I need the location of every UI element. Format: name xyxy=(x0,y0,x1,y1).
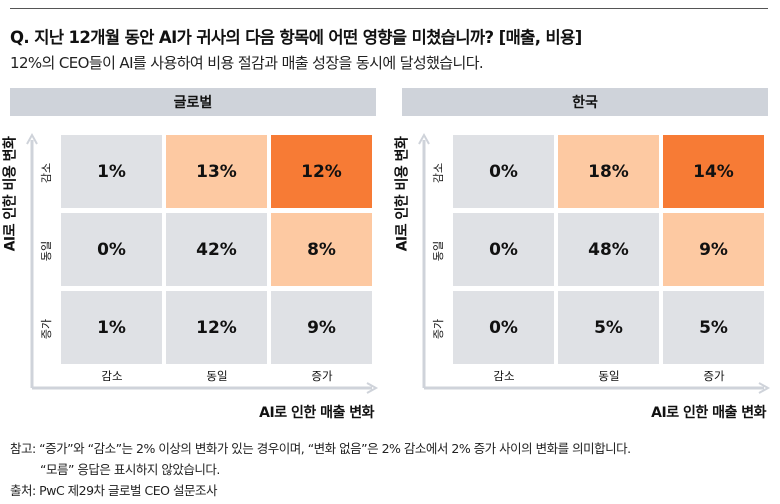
panel-header: 한국 xyxy=(402,88,768,116)
heatmap-cell: 12% xyxy=(166,291,267,364)
heatmap-cell: 12% xyxy=(271,135,372,208)
x-tick-label: 감소 xyxy=(101,369,123,383)
y-tick-label: 동일 xyxy=(432,240,446,261)
panel-korea: 한국 0% 18% 14% 0% 48% 9% 0% 5% 5% 감소 동일 증가 감소 동일 증가 AI로 인… xyxy=(394,88,771,421)
heatmap-cell: 42% xyxy=(166,213,267,286)
page-subtitle: 12%의 CEO들이 AI를 사용하여 비용 절감과 매출 성장을 동시에 달성… xyxy=(10,54,484,72)
heatmap-cell: 0% xyxy=(453,213,554,286)
heatmap-cell: 5% xyxy=(663,291,764,364)
y-tick-label: 동일 xyxy=(40,240,54,261)
x-tick-label: 동일 xyxy=(206,369,228,383)
y-tick-label: 증가 xyxy=(40,318,54,339)
axes xyxy=(418,132,771,394)
heatmap-cell: 8% xyxy=(271,213,372,286)
y-axis-arrow xyxy=(418,132,430,145)
page-title: Q. 지난 12개월 동안 AI가 귀사의 다음 항목에 어떤 영향을 미쳤습니… xyxy=(10,28,582,47)
axes xyxy=(26,132,379,394)
heatmap-cell: 1% xyxy=(61,291,162,364)
heatmap-cell: 13% xyxy=(166,135,267,208)
x-axis-arrow xyxy=(758,382,771,394)
panel-global: 글로벌 1% 13% 12% 0% 42% 8% 1% 12% 9% 감소 동일 증가 감소 동일 증가 AI로… xyxy=(2,88,379,421)
note-line-2: “모름” 응답은 표시하지 않았습니다. xyxy=(40,462,220,477)
heatmap-cell: 1% xyxy=(61,135,162,208)
heatmap-cell: 0% xyxy=(61,213,162,286)
top-rule xyxy=(10,8,768,9)
y-tick-label: 감소 xyxy=(432,162,446,183)
heatmap-cell: 0% xyxy=(453,135,554,208)
heatmap-cell: 18% xyxy=(558,135,659,208)
heatmap-cell: 9% xyxy=(663,213,764,286)
y-axis-title: AI로 인한 비용 변화 xyxy=(394,136,411,252)
x-axis-title: AI로 인한 매출 변화 xyxy=(651,405,766,421)
y-tick-label: 증가 xyxy=(432,318,446,339)
x-axis-title: AI로 인한 매출 변화 xyxy=(259,405,374,421)
x-tick-label: 감소 xyxy=(493,369,515,383)
heatmap-cell: 0% xyxy=(453,291,554,364)
note-line-1: 참고: “증가”와 “감소”는 2% 이상의 변화가 있는 경우이며, “변화 … xyxy=(10,441,631,456)
y-axis-title: AI로 인한 비용 변화 xyxy=(2,136,19,252)
x-tick-label: 증가 xyxy=(311,369,333,383)
source-note: 출처: PwC 제29차 글로벌 CEO 설문조사 xyxy=(10,483,217,498)
x-axis-arrow xyxy=(366,382,379,394)
y-axis-arrow xyxy=(26,132,38,145)
heatmap-cell: 5% xyxy=(558,291,659,364)
x-tick-label: 증가 xyxy=(703,369,725,383)
heatmap-cell: 9% xyxy=(271,291,372,364)
x-tick-label: 동일 xyxy=(598,369,620,383)
heatmap-cell: 14% xyxy=(663,135,764,208)
heatmap-cell: 48% xyxy=(558,213,659,286)
y-tick-label: 감소 xyxy=(40,162,54,183)
panel-header: 글로벌 xyxy=(10,88,376,116)
